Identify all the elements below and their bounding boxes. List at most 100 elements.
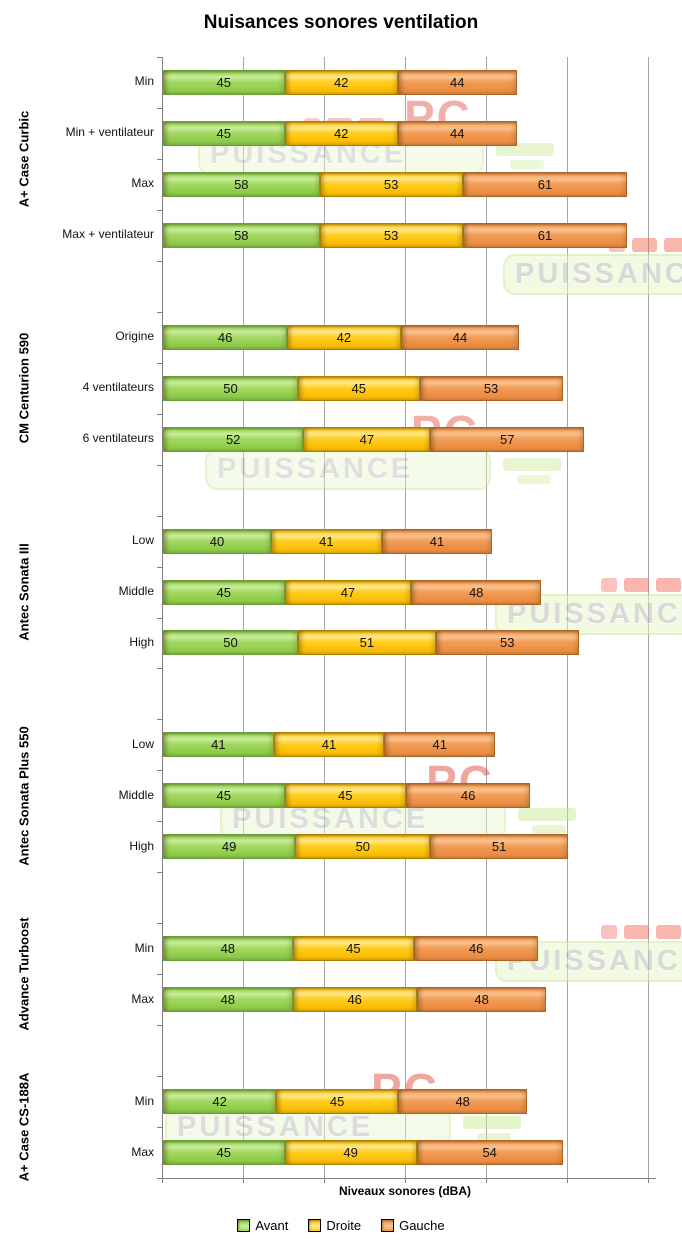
bar-value-label: 44 [450,74,465,90]
y-axis-tick [157,1178,162,1179]
bar-segment-droite: 45 [284,783,406,809]
y-axis-tick [157,566,162,568]
bar-row: 42 45 48 [163,1089,528,1115]
category-label: Low [131,533,154,548]
bar-value-label: 50 [223,635,238,651]
category-label: High [129,838,154,853]
category-label: Max [131,176,154,191]
group-label: Advance Turboost [16,917,32,1031]
watermark-brand-text: PUISSANCE [232,803,429,835]
bar-value-label: 45 [216,788,231,804]
watermark-brand-banner: PUISSANCE [503,254,682,295]
bar-segment-gauche: 46 [414,936,539,962]
bar-segment-avant: 50 [163,375,298,401]
group-label: CM Centurion 590 [16,332,32,444]
watermark-green-dash-icon [503,458,561,484]
bar-value-label: 42 [333,125,349,141]
bar-value-label: 53 [383,227,399,243]
bar-segment-avant: 52 [163,426,304,452]
bar-value-label: 51 [491,839,507,855]
x-axis-label: Niveaux sonores (dBA) [338,1184,472,1198]
bar-segment-avant: 45 [163,120,285,146]
bar-value-label: 46 [347,992,362,1008]
category-label: Min + ventilateur [65,125,154,140]
bar-segment-avant: 41 [163,732,274,758]
bar-segment-droite: 41 [273,732,385,758]
group-label: A+ Case CS-188A [16,1072,32,1182]
y-axis-tick [157,974,162,976]
bar-row: 40 41 41 [163,528,493,554]
bar-value-label: 49 [221,839,237,855]
bar-segment-gauche: 48 [416,987,547,1013]
bar-value-label: 44 [452,329,468,345]
bar-segment-gauche: 61 [462,222,628,248]
bar-segment-gauche: 53 [435,630,579,656]
bar-value-label: 50 [355,839,371,855]
bar-segment-gauche: 46 [406,783,531,809]
bar-row: 58 53 61 [163,171,628,197]
bar-value-label: 46 [217,329,233,345]
category-label: Middle [118,584,154,599]
bar-row: 49 50 51 [163,834,568,860]
category-label: Min [134,74,154,89]
bar-value-label: 41 [432,737,447,753]
category-label: 6 ventilateurs [82,431,154,446]
bar-segment-gauche: 48 [411,579,541,605]
bar-segment-droite: 47 [303,426,431,452]
bar-value-label: 58 [234,176,249,192]
y-axis-tick [157,617,162,619]
x-axis-tick [162,1178,163,1183]
legend-label: Gauche [399,1218,445,1233]
y-axis-tick [157,872,162,874]
bar-value-label: 48 [220,941,236,957]
watermark-green-dash-icon [463,1116,521,1142]
bar-segment-gauche: 54 [416,1140,563,1166]
bar-value-label: 45 [346,941,361,957]
legend-swatch-icon [308,1219,322,1232]
bar-value-label: 61 [537,227,553,243]
bar-segment-gauche: 53 [419,375,563,401]
y-axis-tick [157,209,162,211]
watermark-brand-text: PUISSANCE [177,1111,374,1143]
bar-value-label: 46 [460,788,476,804]
bar-value-label: 46 [468,941,484,957]
category-label: Max + ventilateur [62,227,154,242]
bar-value-label: 42 [333,74,349,90]
bar-segment-droite: 42 [287,324,401,350]
bar-row: 41 41 41 [163,732,496,758]
y-axis-tick [157,57,162,58]
y-axis-tick [157,719,162,721]
gridline [486,57,487,1178]
bar-segment-gauche: 51 [430,834,568,860]
y-axis-tick [157,311,162,313]
y-axis-line [162,57,163,1178]
gridline [648,57,649,1178]
bar-segment-droite: 53 [319,171,463,197]
chart-title: Nuisances sonores ventilation [203,12,479,33]
bar-value-label: 49 [343,1145,358,1161]
bar-row: 45 49 54 [163,1140,563,1166]
y-axis-tick [157,413,162,415]
legend-item-avant: Avant [237,1218,288,1233]
legend-item-droite: Droite [308,1218,361,1233]
bar-segment-droite: 46 [292,987,417,1013]
category-label: Max [131,1144,154,1159]
legend-item-gauche: Gauche [381,1218,445,1233]
gridline [243,57,244,1178]
category-label: Middle [118,787,154,802]
category-label: Min [134,940,154,955]
legend: Avant Droite Gauche [0,1218,682,1233]
bar-value-label: 45 [329,1094,345,1110]
bar-value-label: 45 [351,380,366,396]
group-label: Antec Sonata III [16,543,32,641]
bar-value-label: 48 [468,584,484,600]
bar-row: 48 45 46 [163,936,539,962]
legend-label: Droite [326,1218,362,1233]
bar-segment-gauche: 41 [381,528,493,554]
bar-segment-avant: 58 [163,222,320,248]
y-axis-tick [157,668,162,670]
bar-segment-droite: 50 [295,834,431,860]
bar-segment-avant: 50 [163,630,298,656]
watermark-logo-top: PC [495,895,682,941]
